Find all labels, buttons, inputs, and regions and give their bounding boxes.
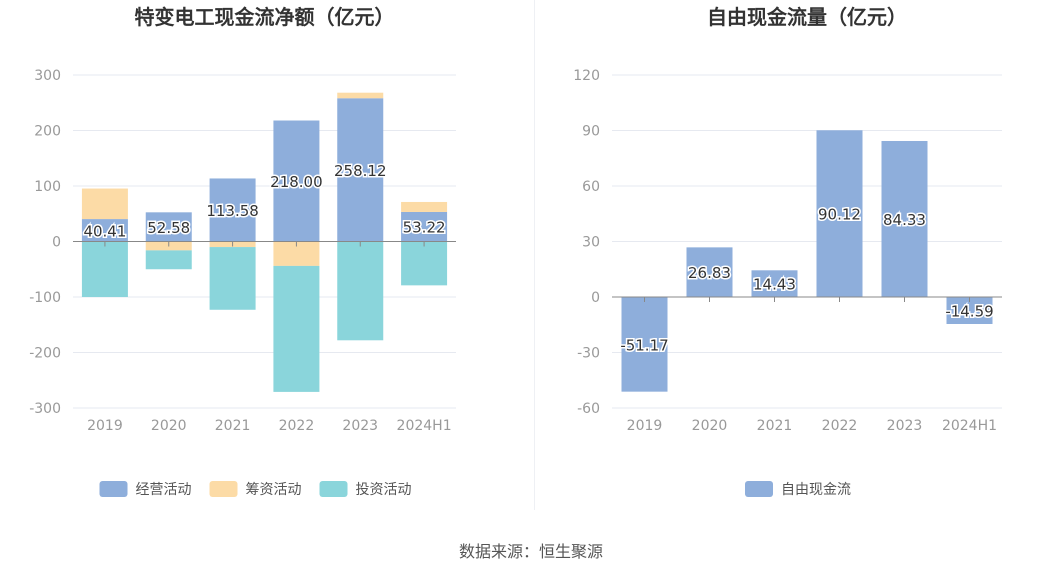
data-label: 113.58 [206,202,259,220]
legend-label: 投资活动 [356,482,412,498]
data-label: 14.43 [753,276,796,294]
legend-item-经营活动[interactable]: 经营活动 [99,481,192,498]
x-tick-label: 2021 [215,418,251,434]
x-tick-label: 2023 [887,418,923,434]
legend-label: 筹资活动 [246,481,302,498]
y-tick-label: 100 [34,179,61,195]
bar-投资活动-2023[interactable] [337,241,384,341]
data-label: 90.12 [818,206,861,224]
y-tick-label: 0 [591,290,600,306]
data-label: 218.00 [270,173,323,191]
y-tick-label: 0 [52,235,61,251]
x-tick-label: 2022 [279,418,315,434]
free-cash-flow-chart: 自由现金流量（亿元） 120 90 60 30 0 -30 -60 2019 2020 2021 20… [573,5,1002,498]
x-tick-label: 2019 [87,418,123,434]
bar-筹资活动-2019[interactable] [81,188,128,220]
legend-label: 经营活动 [136,482,192,498]
data-label: 26.83 [688,264,731,282]
y-tick-label: -60 [577,401,600,417]
bar-投资活动-2024H1[interactable] [401,241,448,286]
x-tick-label: 2024H1 [397,418,452,434]
cash-flow-chart-panel: 特变电工现金流净额（亿元） 300 200 100 0 -100 -200 -300 2019 2… [0,0,531,520]
bar-自由现金流-2020[interactable] [686,247,733,297]
bar-自由现金流-2019[interactable] [621,297,668,392]
chart-title: 自由现金流量（亿元） [707,5,907,29]
free-cash-flow-chart-panel: 自由现金流量（亿元） 120 90 60 30 0 -30 -60 2019 2020 2021 20… [531,0,1062,520]
bar-投资活动-2021[interactable] [209,247,256,310]
y-tick-label: -30 [577,346,600,362]
data-label: 53.22 [403,219,446,237]
data-source-label: 数据来源：恒生聚源 [458,542,603,561]
panel-divider [534,0,535,510]
bar-自由现金流-2022[interactable] [816,130,863,297]
bar-投资活动-2022[interactable] [273,265,320,392]
bar-经营活动-2019[interactable] [81,219,128,242]
data-label: 258.12 [334,162,387,180]
bar-经营活动-2020[interactable] [145,212,192,242]
y-tick-label: -200 [29,346,61,362]
legend-swatch [745,481,773,497]
chart-title: 特变电工现金流净额（亿元） [135,5,395,29]
data-label: -14.59 [945,302,993,320]
bar-筹资活动-2024H1[interactable] [401,201,448,212]
bar-自由现金流-2021[interactable] [751,270,798,297]
y-tick-label: 30 [582,235,600,251]
bar-经营活动-2021[interactable] [209,178,256,242]
y-tick-label: -300 [29,401,61,417]
y-tick-label: 60 [582,179,600,195]
legend-item-投资活动[interactable]: 投资活动 [319,481,412,498]
bar-筹资活动-2023[interactable] [337,92,384,99]
x-tick-label: 2024H1 [942,418,997,434]
x-tick-label: 2022 [822,418,858,434]
data-label: -51.17 [620,336,668,354]
legend-swatch [209,481,238,497]
y-tick-label: -100 [29,290,61,306]
data-label: 52.58 [147,219,190,237]
y-tick-label: 90 [582,124,600,140]
y-tick-label: 200 [34,124,61,140]
x-tick-label: 2020 [692,418,728,434]
y-tick-label: 300 [34,68,61,84]
x-tick-label: 2023 [342,418,378,434]
bar-投资活动-2020[interactable] [145,250,192,270]
bar-经营活动-2023[interactable] [337,98,384,242]
legend-item-筹资活动[interactable]: 筹资活动 [209,481,302,498]
cash-flow-chart: 特变电工现金流净额（亿元） 300 200 100 0 -100 -200 -300 2019 2… [29,5,456,498]
x-tick-label: 2021 [757,418,793,434]
y-tick-label: 120 [573,68,600,84]
data-label: 40.41 [83,222,126,240]
legend-label: 自由现金流 [781,482,851,498]
x-tick-label: 2020 [151,418,187,434]
bar-经营活动-2022[interactable] [273,120,320,242]
legend-item-自由现金流[interactable]: 自由现金流 [745,481,851,498]
legend-swatch [99,481,128,497]
bar-自由现金流-2023[interactable] [881,140,928,297]
bar-投资活动-2019[interactable] [81,241,128,298]
legend-swatch [319,481,348,497]
x-tick-label: 2019 [627,418,663,434]
data-label: 84.33 [883,211,926,229]
bar-经营活动-2024H1[interactable] [401,211,448,242]
